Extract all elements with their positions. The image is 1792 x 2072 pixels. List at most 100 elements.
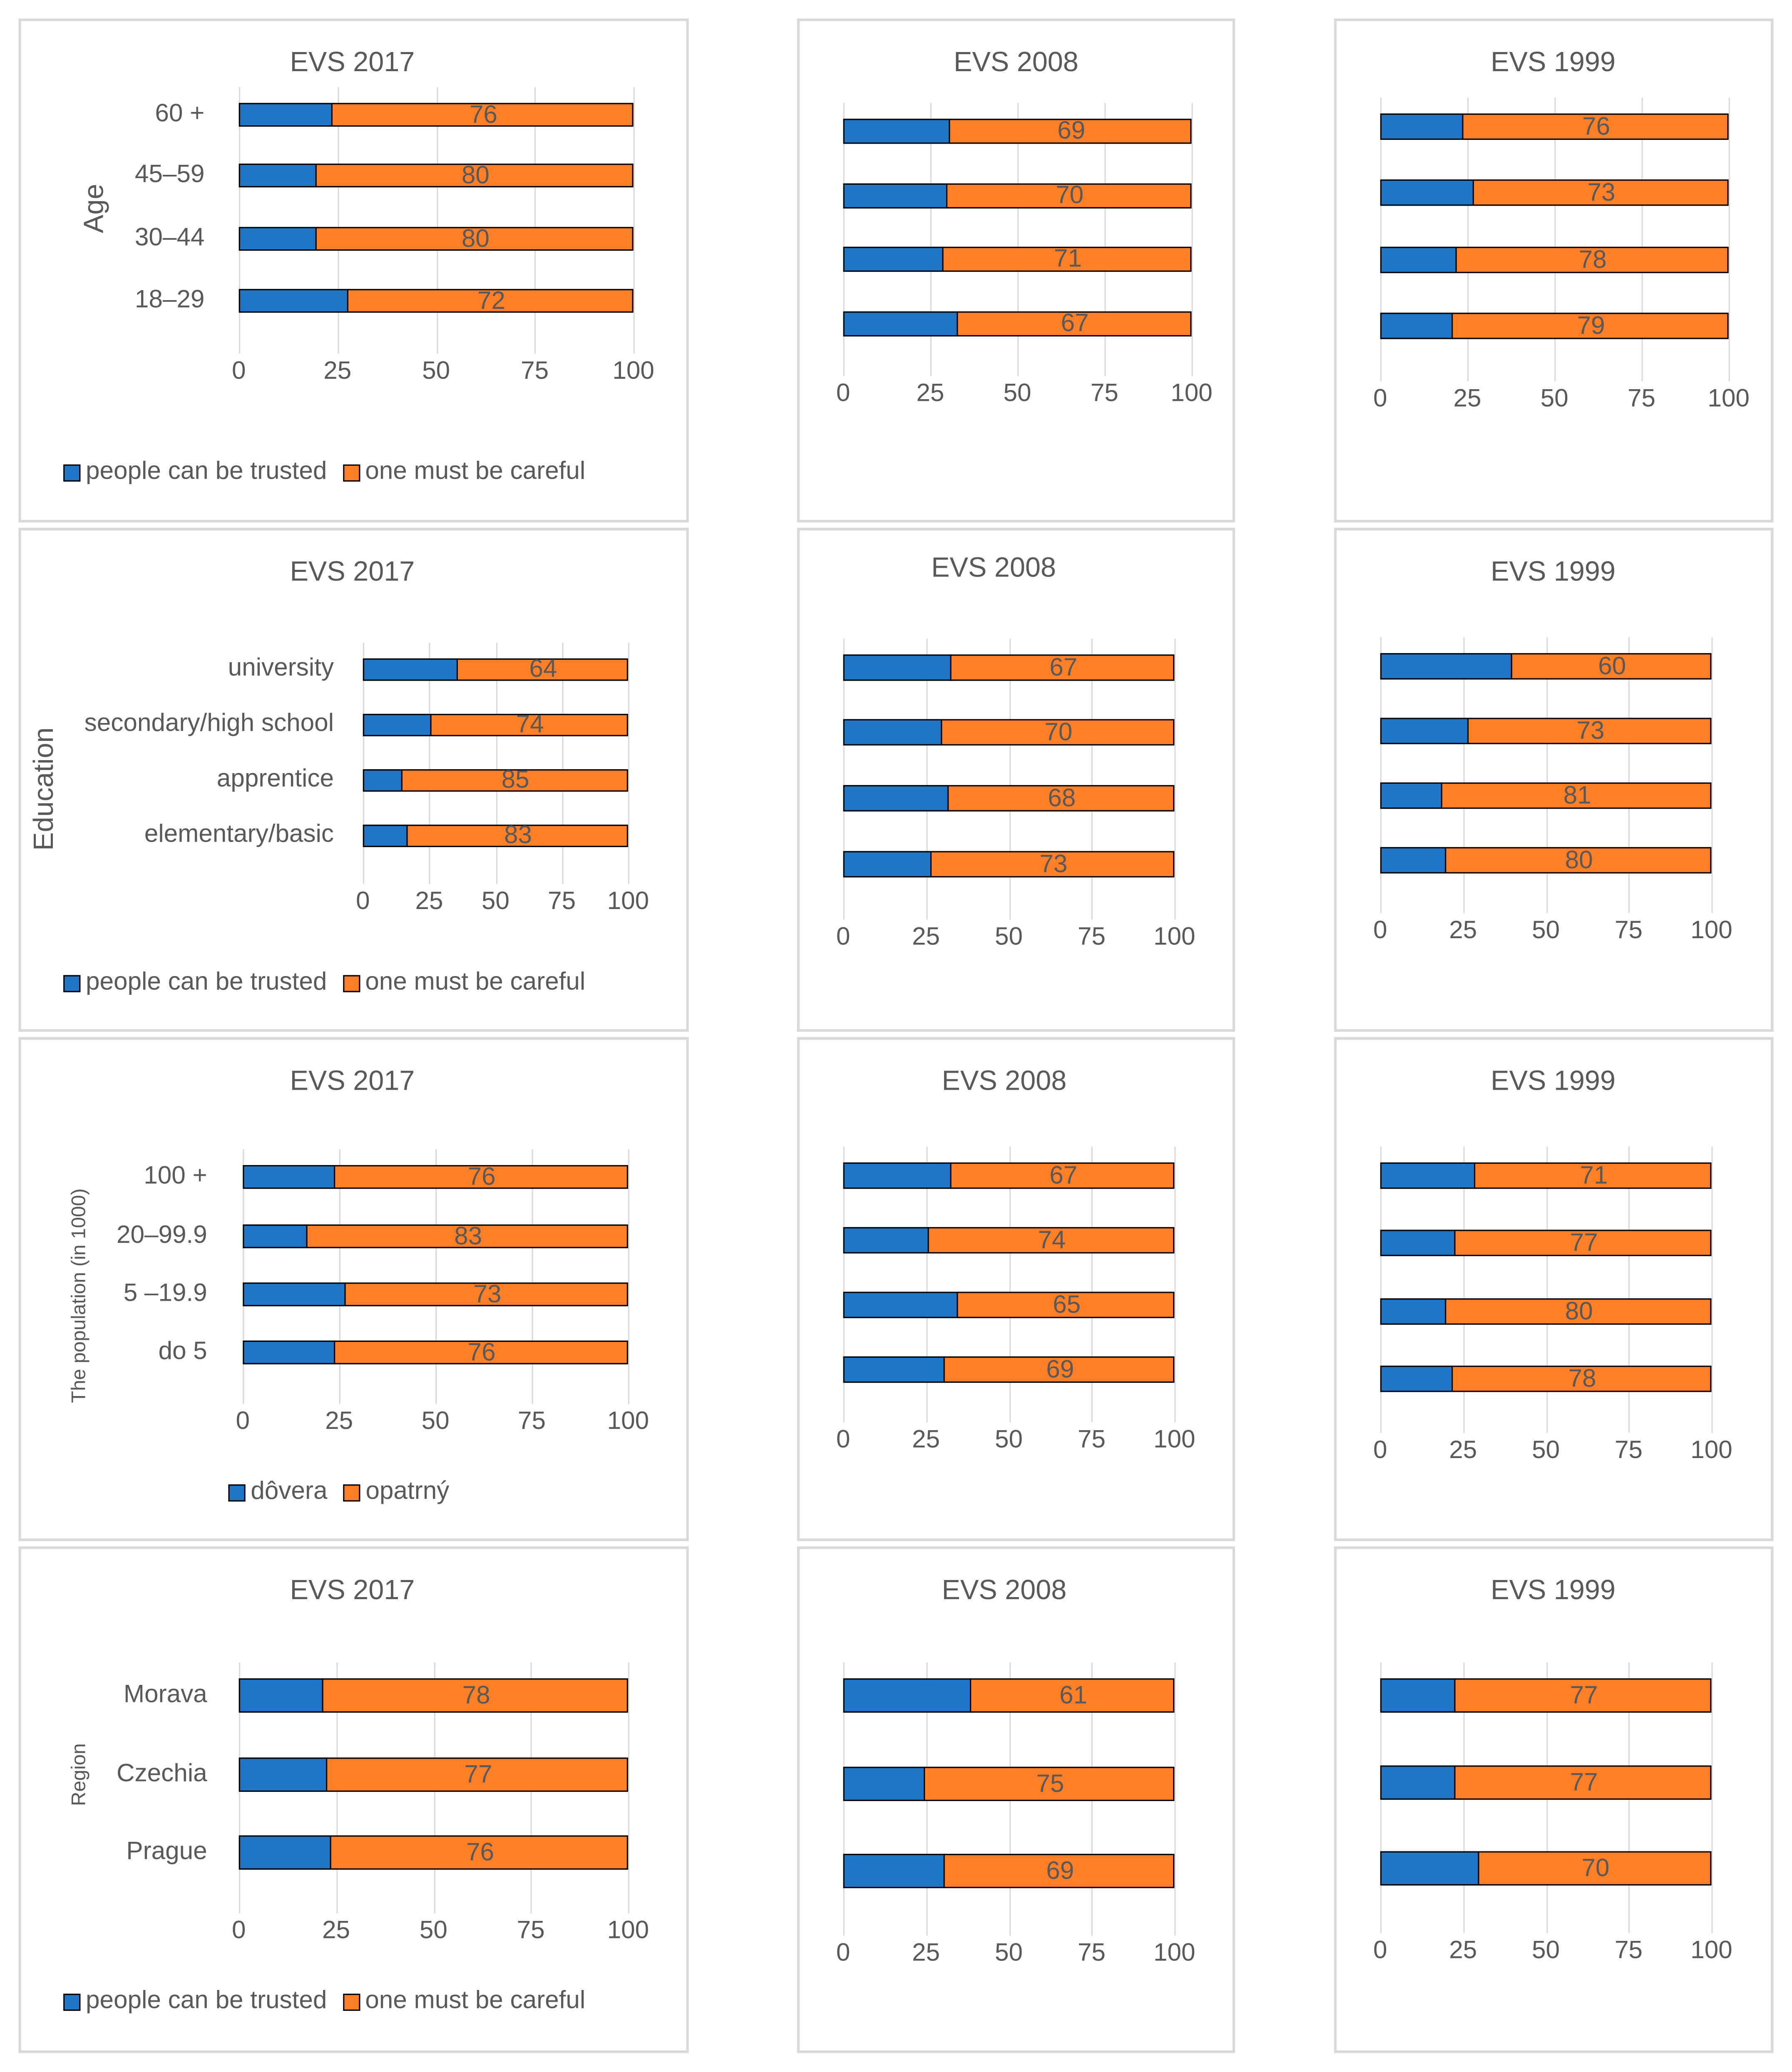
bar-people-can-be-trusted	[843, 1853, 946, 1888]
gridline	[1554, 97, 1556, 382]
data-label: 70	[1581, 1855, 1610, 1883]
x-tick-label: 50	[1532, 1437, 1560, 1465]
legend-label: people can be trusted	[86, 1987, 327, 2015]
data-label: 78	[1568, 1365, 1596, 1394]
data-label: 83	[504, 822, 532, 850]
x-tick-label: 50	[994, 1426, 1023, 1454]
category-label: 18–29	[134, 286, 205, 314]
chart-title: EVS 2008	[953, 47, 1079, 78]
x-tick-label: 100	[1690, 1437, 1732, 1465]
x-tick-label: 50	[421, 1408, 450, 1436]
gridline	[843, 102, 845, 376]
data-label: 64	[529, 656, 557, 684]
bar-people-can-be-trusted	[843, 311, 958, 336]
gridline	[1463, 637, 1464, 913]
gridline	[1380, 97, 1382, 382]
bar-one-must-be-careful	[347, 289, 634, 313]
bar-d-vera	[243, 1340, 336, 1364]
bar-one-must-be-careful	[1441, 782, 1712, 809]
x-tick-label: 100	[1153, 924, 1195, 952]
gridline	[495, 642, 497, 884]
x-tick-label: 50	[994, 1939, 1023, 1968]
bar-one-must-be-careful	[400, 768, 628, 791]
bar-people-can-be-trusted	[843, 1162, 953, 1189]
gridline	[843, 1146, 845, 1423]
x-tick-label: 25	[325, 1408, 353, 1436]
data-label: 77	[1570, 1230, 1598, 1258]
legend-label: dôvera	[251, 1478, 328, 1506]
gridline	[633, 87, 635, 354]
data-label: 73	[473, 1281, 502, 1309]
gridline	[628, 642, 630, 884]
bar-one-must-be-careful	[1461, 113, 1729, 140]
x-tick-label: 75	[518, 1408, 546, 1436]
data-label: 79	[1577, 313, 1605, 340]
bar-one-must-be-careful	[330, 1835, 628, 1870]
legend-label: one must be careful	[365, 457, 586, 486]
category-label: elementary/basic	[144, 820, 334, 849]
bar-one-must-be-careful	[456, 658, 628, 681]
gridline	[1711, 637, 1713, 913]
bar-people-can-be-trusted	[1380, 1230, 1456, 1256]
chart-title: EVS 1999	[1491, 557, 1616, 587]
bar-people-can-be-trusted	[239, 227, 318, 251]
data-label: 65	[1053, 1292, 1081, 1319]
gridline	[926, 1146, 927, 1423]
bar-people-can-be-trusted	[1380, 782, 1443, 809]
bar-one-must-be-careful	[430, 713, 628, 736]
chart-panel	[1334, 528, 1774, 1032]
data-label: 80	[1565, 1298, 1593, 1326]
x-tick-label: 0	[236, 1408, 250, 1436]
gridline	[1628, 1146, 1630, 1433]
bar-one-must-be-careful	[1451, 1365, 1712, 1392]
x-tick-label: 50	[481, 888, 510, 916]
x-tick-label: 25	[912, 924, 940, 952]
bar-one-must-be-careful	[1444, 1298, 1712, 1325]
data-label: 67	[1049, 654, 1078, 682]
x-tick-label: 0	[355, 888, 370, 916]
x-tick-label: 25	[912, 1939, 940, 1968]
gridline	[1017, 102, 1019, 376]
x-tick-label: 25	[1449, 1437, 1477, 1465]
bar-people-can-be-trusted	[843, 118, 952, 143]
x-tick-label: 0	[1373, 917, 1387, 945]
category-label: university	[228, 654, 334, 682]
gridline	[1104, 102, 1106, 376]
chart-panel	[18, 18, 689, 523]
gridline	[1546, 1146, 1547, 1433]
bar-one-must-be-careful	[406, 824, 628, 847]
bar-one-must-be-careful	[940, 719, 1175, 746]
x-tick-label: 25	[1449, 1937, 1477, 1965]
bar-one-must-be-careful	[316, 227, 634, 251]
bar-one-must-be-careful	[1454, 1678, 1712, 1713]
x-tick-label: 25	[1449, 917, 1477, 945]
x-tick-label: 100	[1153, 1939, 1195, 1968]
gridline	[1380, 1146, 1382, 1433]
legend: people can be trusted one must be careful	[63, 969, 585, 998]
gridline	[1728, 97, 1730, 382]
bar-people-can-be-trusted	[1380, 113, 1464, 140]
category-label: secondary/high school	[84, 710, 334, 738]
gridline	[1091, 638, 1093, 920]
legend-swatch	[343, 1993, 360, 2010]
gridline	[1174, 638, 1176, 920]
data-label: 78	[462, 1682, 490, 1710]
chart-title: EVS 2008	[942, 1066, 1067, 1097]
x-tick-label: 100	[612, 358, 654, 385]
bar-people-can-be-trusted	[1380, 1162, 1476, 1189]
bar-one-must-be-careful	[326, 1757, 628, 1792]
legend-swatch	[343, 464, 360, 481]
bar-people-can-be-trusted	[239, 1678, 325, 1713]
gridline	[1009, 1146, 1010, 1423]
chart-panel	[797, 1037, 1235, 1541]
x-tick-label: 75	[1615, 917, 1643, 945]
x-tick-label: 0	[836, 380, 850, 408]
category-label: Czechia	[117, 1760, 207, 1788]
chart-title: EVS 2017	[290, 1575, 415, 1606]
data-label: 76	[467, 1163, 496, 1192]
x-tick-label: 25	[1453, 385, 1481, 413]
data-label: 69	[1046, 1356, 1074, 1384]
bar-people-can-be-trusted	[1380, 1298, 1447, 1325]
bar-opatrn-	[333, 1165, 628, 1189]
